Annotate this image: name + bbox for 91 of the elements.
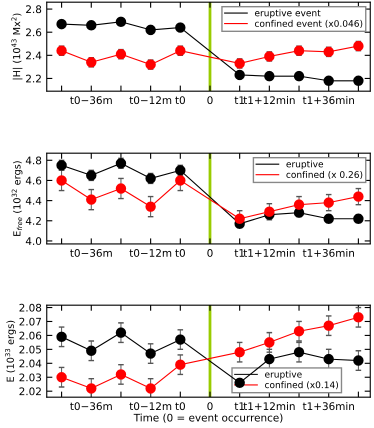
point	[353, 214, 364, 224]
x-tick-label: t0−36m	[70, 402, 112, 410]
point	[353, 76, 364, 86]
point	[145, 348, 156, 359]
x-tick-label: t0−12m	[129, 249, 172, 257]
x-tick-label: t1	[234, 402, 244, 410]
y-axis-title: E$_{free}$ (10$^{32}$ ergs)	[12, 161, 22, 236]
point	[145, 383, 156, 394]
y-tick-label: 2.07	[19, 318, 41, 326]
x-tick-label: t0−12m	[129, 402, 172, 410]
point	[145, 201, 156, 212]
point	[294, 70, 304, 82]
y-tick-label: 2.8	[26, 5, 42, 14]
legend-label: confined (x0.14)	[265, 381, 338, 390]
point	[294, 326, 304, 336]
point	[234, 70, 245, 80]
x-tick-label: t0	[175, 402, 185, 410]
y-tick-label: 4.4	[26, 196, 42, 205]
y-tick-label: 4.0	[26, 237, 42, 246]
point	[353, 191, 364, 202]
point	[175, 359, 186, 370]
point	[264, 206, 275, 217]
x-tick-label: t1+36min	[302, 402, 354, 410]
y-tick-label: 2.02	[19, 387, 41, 396]
y-tick-label: 2.4	[26, 52, 42, 60]
point	[86, 194, 96, 205]
x-tick-label: t1	[234, 249, 244, 257]
x-tick-label: 0	[207, 96, 213, 104]
point	[294, 208, 304, 218]
x-tick-label: t1+12min	[243, 402, 295, 410]
point	[56, 372, 67, 382]
point	[145, 24, 156, 36]
legend-label: confined event (x0.046)	[254, 20, 362, 28]
point	[56, 18, 67, 30]
y-tick-label: 2.05	[19, 346, 41, 354]
point	[353, 312, 364, 323]
x-tick-label: t1+36min	[302, 248, 354, 257]
point	[86, 20, 96, 30]
point	[175, 22, 186, 33]
legend-label: eruptive	[286, 160, 324, 170]
y-tick-label: 4.2	[26, 217, 41, 225]
point	[234, 346, 245, 358]
x-tick-label: t0	[175, 249, 185, 257]
x-tick-label: t0−36m	[70, 96, 112, 104]
point	[234, 214, 245, 224]
legend-label: eruptive event	[254, 9, 320, 18]
y-tick-label: 2.08	[19, 304, 42, 312]
point	[116, 327, 126, 338]
point	[116, 183, 126, 194]
point	[56, 332, 67, 342]
y-tick-label: 2.2	[26, 74, 41, 82]
x-tick-label: t0−12m	[129, 96, 172, 104]
y-tick-label: 4.6	[26, 176, 42, 185]
legend-label: confined (x 0.26)	[286, 170, 362, 180]
point	[116, 369, 126, 380]
x-tick-label: 0	[207, 402, 213, 410]
point	[294, 346, 304, 358]
x-tick-label: t1+12min	[243, 96, 295, 104]
point	[175, 175, 186, 186]
point	[324, 197, 334, 208]
point	[86, 346, 96, 356]
point	[56, 175, 67, 186]
point	[116, 158, 126, 169]
point	[353, 355, 364, 366]
series-label: eruptive	[265, 370, 302, 380]
point	[264, 354, 275, 364]
y-tick-label: 2.04	[19, 360, 42, 368]
point	[234, 378, 245, 388]
y-tick-label: 2.03	[19, 373, 42, 382]
y-tick-label: 2.6	[26, 28, 42, 36]
point	[264, 337, 275, 348]
point	[294, 199, 304, 210]
point	[324, 214, 334, 224]
point	[264, 70, 275, 82]
y-axis-title: E (10$^{33}$ ergs)	[5, 320, 16, 382]
y-tick-label: 2.06	[19, 332, 42, 340]
y-tick-label: 4.8	[26, 156, 42, 164]
point	[175, 334, 186, 345]
point	[324, 76, 334, 86]
x-tick-label: 0	[207, 249, 213, 257]
point	[324, 320, 334, 331]
x-tick-label: t1+36min	[302, 96, 354, 104]
x-axis-title: Time (0 = event occurrence)	[134, 414, 282, 423]
point	[324, 354, 334, 364]
x-tick-label: t1+12min	[243, 248, 295, 257]
x-tick-label: t1	[234, 96, 244, 104]
point	[86, 383, 96, 394]
x-tick-label: t0−36m	[70, 249, 112, 257]
x-tick-label: t0	[175, 96, 185, 104]
point	[116, 16, 126, 28]
y-axis-title: |H| (10$^{43}$ Mx$^{2}$)	[11, 14, 22, 80]
